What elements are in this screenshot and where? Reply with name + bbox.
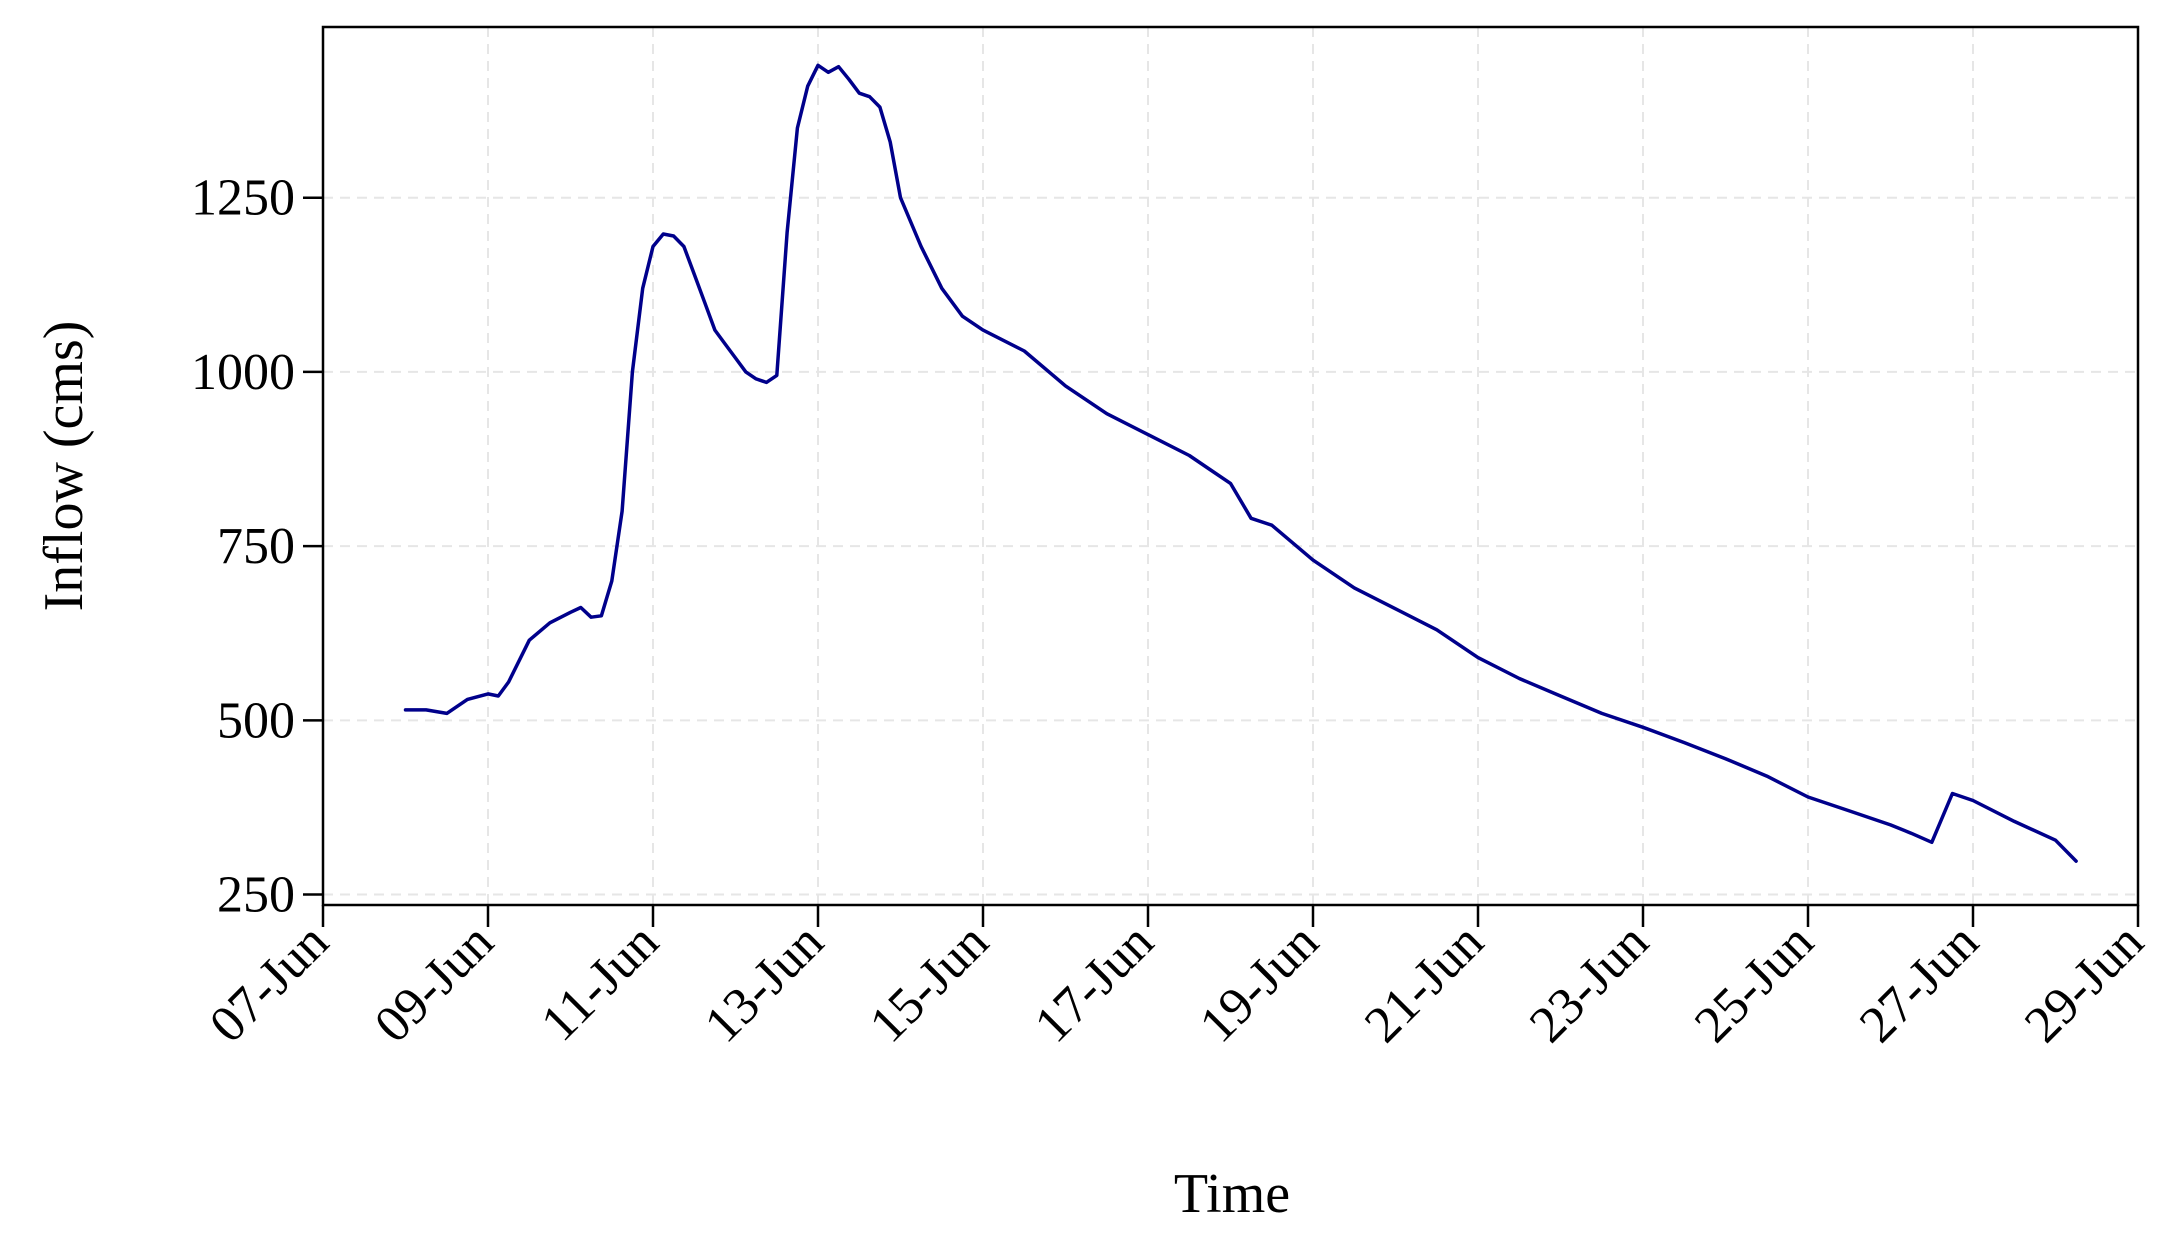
x-tick-label: 09-Jun — [364, 913, 504, 1053]
y-axis: 250 500 750 1000 1250 — [191, 170, 323, 924]
y-tick-label: 750 — [217, 518, 295, 575]
x-tick-label: 13-Jun — [694, 913, 834, 1053]
plot-frame — [321, 25, 2140, 907]
x-tick-label: 19-Jun — [1189, 913, 1329, 1053]
inflow-series-line — [403, 63, 2078, 863]
x-tick-label: 23-Jun — [1519, 913, 1659, 1053]
x-axis-title: Time — [1174, 1163, 1290, 1225]
y-tick-label: 1250 — [191, 170, 295, 227]
x-tick-label: 15-Jun — [859, 913, 999, 1053]
x-tick-label: 07-Jun — [199, 913, 339, 1053]
x-tick-label: 29-Jun — [2014, 913, 2154, 1053]
x-tick-label: 11-Jun — [530, 913, 669, 1052]
x-axis: 07-Jun 09-Jun 11-Jun 13-Jun 15-Jun 17-Jun 19-J… — [199, 905, 2154, 1054]
y-axis-title: Inflow (cms) — [33, 321, 95, 612]
x-tick-label: 27-Jun — [1849, 913, 1989, 1053]
x-tick-label: 25-Jun — [1684, 913, 1824, 1053]
x-tick-label: 17-Jun — [1024, 913, 1164, 1053]
y-tick-label: 500 — [217, 692, 295, 749]
y-tick-label: 250 — [217, 867, 295, 924]
grid-lines — [322, 27, 2139, 905]
y-tick-label: 1000 — [191, 344, 295, 401]
x-tick-label: 21-Jun — [1354, 913, 1494, 1053]
